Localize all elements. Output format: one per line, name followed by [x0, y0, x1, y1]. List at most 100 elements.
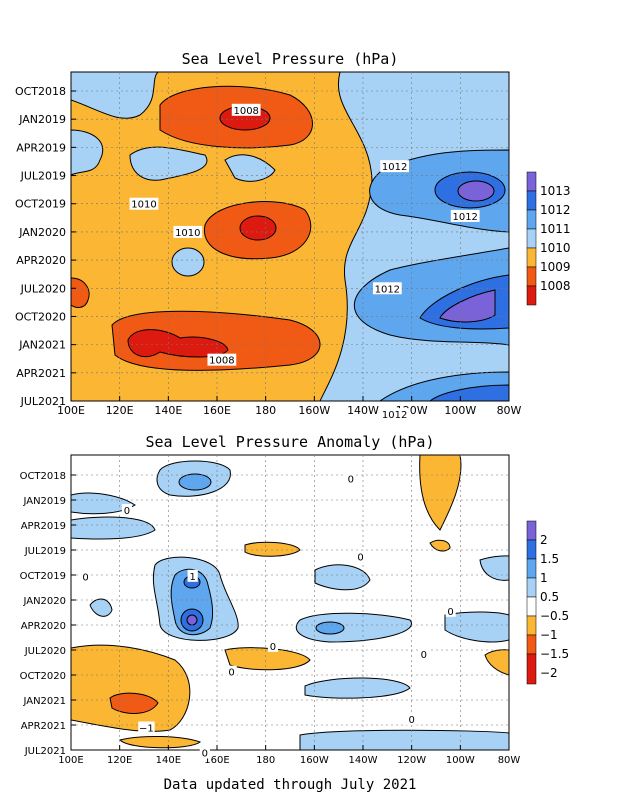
contour-label-box — [418, 648, 429, 661]
contour-label-box — [138, 721, 155, 734]
x-tick-label: 160E — [204, 755, 229, 766]
contour-label: 1012 — [375, 284, 400, 295]
y-tick-label: JUL2021 — [20, 395, 66, 408]
slp-field-1008-b — [239, 215, 277, 241]
x-tick-label: 120E — [106, 404, 134, 417]
y-tick-label: OCT2018 — [15, 85, 66, 98]
contour-label-box — [380, 160, 410, 173]
slp-y-ticks: OCT2018 JAN2019 APR2019 JUL2019 OCT2019 JAN20… — [15, 85, 66, 408]
y-tick-label: OCT2019 — [20, 571, 66, 582]
y-tick-label: JAN2019 — [22, 496, 66, 507]
anomaly-grid — [70, 455, 510, 751]
slp-field-1014 — [457, 180, 495, 202]
anomaly-y-ticks: OCT2018 JAN2019 APR2019 JUL2019 OCT2019 JAN20… — [20, 471, 66, 757]
y-tick-label: APR2021 — [21, 721, 66, 732]
x-tick-label: 160W — [300, 755, 329, 766]
slp-cb-1008 — [526, 266, 537, 287]
contour-label-box — [450, 209, 480, 222]
y-tick-label: JUL2020 — [24, 646, 66, 657]
contour-label: 1010 — [131, 200, 156, 211]
contour-label: 0 — [408, 715, 414, 726]
slp-field-1011-island — [171, 247, 205, 277]
y-tick-label: OCT2018 — [20, 471, 66, 482]
contour-label: 0 — [348, 474, 354, 485]
slp-colorbar: 1013 1012 1011 1010 1009 1008 — [526, 171, 571, 306]
y-tick-label: JAN2021 — [22, 696, 66, 707]
anomaly-field-pos — [314, 564, 371, 591]
x-tick-label: 160E — [203, 404, 231, 417]
anomaly-cb-n05 — [526, 615, 537, 636]
anomaly-panel: Sea Level Pressure Anomaly (hPa) — [20, 433, 570, 766]
anomaly-colorbar: 2 1.5 1 0.5 −0.5 −1 −1.5 −2 — [526, 520, 569, 685]
contour-label-box — [267, 639, 279, 652]
anomaly-field-neg — [119, 736, 202, 749]
anomaly-cb-label: 0.5 — [540, 590, 559, 604]
anomaly-field-neg — [244, 541, 301, 557]
contour-label-box — [173, 225, 203, 238]
anomaly-cb-05 — [526, 577, 537, 598]
slp-cb-1013 — [526, 171, 537, 192]
anomaly-field-neg15 — [109, 692, 159, 714]
anomaly-field-neg — [224, 647, 311, 671]
contour-label: −1 — [139, 724, 154, 735]
slp-grid — [70, 72, 510, 402]
contour-label: 0 — [82, 573, 88, 584]
anomaly-field-neg — [484, 649, 509, 676]
footer-note: Data updated through July 2021 — [164, 777, 417, 793]
anomaly-field-pos — [444, 611, 509, 643]
y-tick-label: JAN2020 — [22, 596, 66, 607]
x-tick-label: 100W — [444, 404, 476, 417]
anomaly-field-pos — [71, 492, 136, 515]
slp-contour-labels: 1008 1012 1010 1010 1012 1012 1008 1012 — [129, 103, 480, 421]
slp-frame — [70, 71, 510, 402]
anomaly-field-pos — [295, 612, 413, 643]
x-tick-label: 120E — [107, 755, 132, 766]
contour-label-box — [406, 713, 417, 726]
slp-cb-label: 1008 — [540, 279, 571, 293]
slp-cb-1012 — [526, 190, 537, 211]
contour-label-box — [226, 665, 237, 678]
x-tick-label: 180 — [256, 755, 275, 766]
anomaly-field-pos — [304, 677, 411, 699]
x-tick-label: 80W — [497, 404, 522, 417]
contour-label: 1012 — [452, 212, 477, 223]
slp-field-1009-d — [71, 277, 90, 308]
contour-label-box — [231, 103, 261, 116]
y-tick-label: JUL2019 — [24, 546, 66, 557]
anomaly-x-ticks: 100E 120E 140E 160E 180 160W 140W 120W 100W 80W — [58, 755, 520, 766]
anomaly-field-pos — [479, 555, 509, 581]
y-tick-label: JAN2019 — [18, 113, 66, 126]
x-tick-label: 140E — [156, 755, 181, 766]
anomaly-field-neg — [429, 539, 451, 552]
slp-cb-1010 — [526, 228, 537, 249]
contour-label-box — [372, 282, 402, 295]
y-tick-label: APR2019 — [21, 521, 66, 532]
y-tick-label: OCT2020 — [20, 671, 66, 682]
x-tick-label: 160W — [298, 404, 330, 417]
contour-label-box — [80, 570, 91, 583]
y-tick-label: APR2020 — [16, 254, 66, 267]
anomaly-cb-label: 2 — [540, 533, 548, 547]
contour-label: 1 — [189, 572, 195, 583]
x-tick-label: 180 — [255, 404, 276, 417]
slp-cb-label: 1009 — [540, 260, 571, 274]
anomaly-field-neg — [71, 644, 191, 732]
y-tick-label: JUL2021 — [24, 746, 66, 757]
contour-label: 1012 — [382, 162, 407, 173]
contour-label: 1008 — [233, 106, 258, 117]
anomaly-cb-label: 1 — [540, 571, 548, 585]
x-tick-label: 100W — [446, 755, 475, 766]
y-tick-label: APR2020 — [21, 621, 66, 632]
slp-field-1011-west — [71, 72, 159, 119]
anomaly-cb-n2 — [526, 653, 537, 685]
y-tick-label: JUL2020 — [20, 282, 66, 295]
anomaly-frame — [70, 454, 510, 751]
contour-label: 0 — [270, 642, 276, 653]
contour-label: 0 — [202, 749, 208, 760]
slp-field-1008-c — [127, 329, 229, 358]
slp-field — [71, 72, 509, 401]
y-tick-label: OCT2020 — [15, 310, 66, 323]
slp-cb-1009 — [526, 247, 537, 268]
anomaly-cb-15 — [526, 539, 537, 560]
